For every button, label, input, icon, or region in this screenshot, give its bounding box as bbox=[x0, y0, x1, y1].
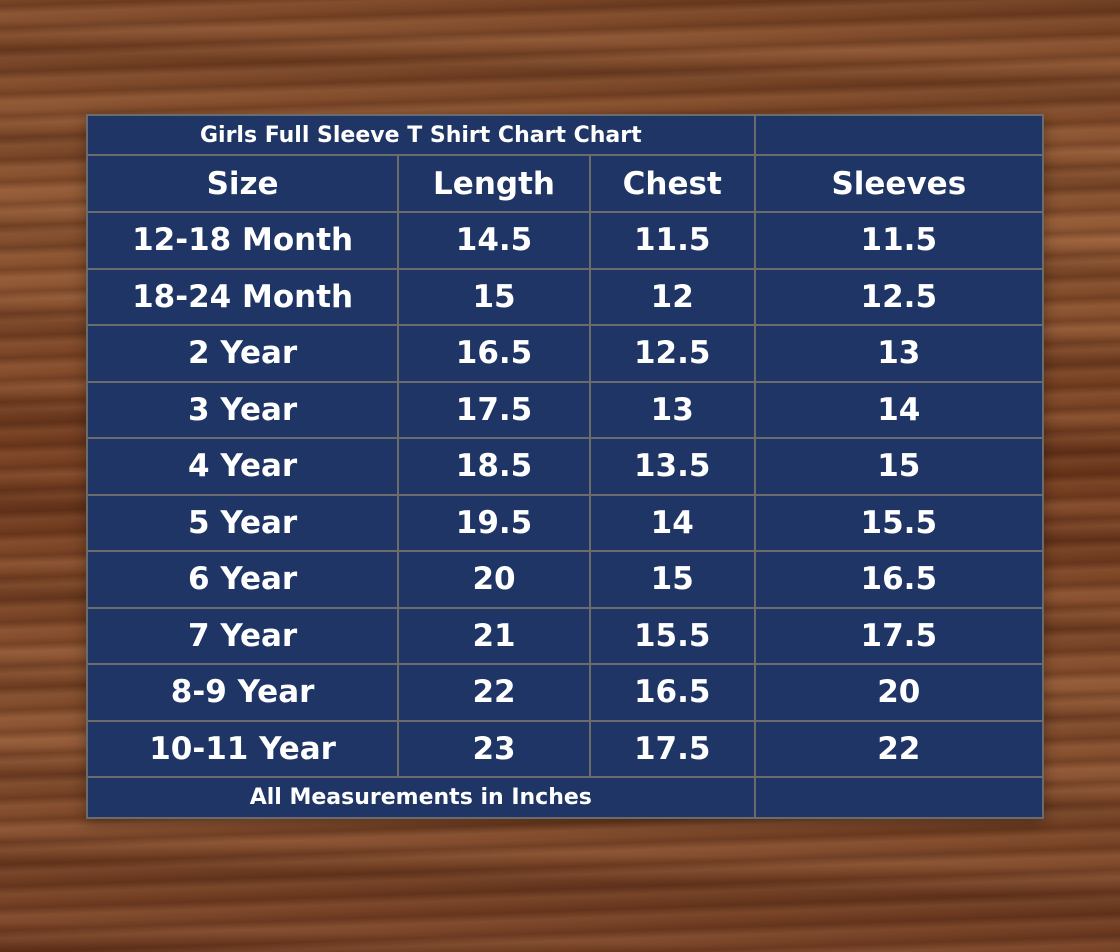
table-cell: 12.5 bbox=[753, 267, 1045, 326]
table-cell: 15.5 bbox=[588, 606, 756, 665]
footer-note: All Measurements in Inches bbox=[86, 776, 756, 819]
table-cell: 16.5 bbox=[397, 324, 591, 383]
table-cell: 13 bbox=[588, 380, 756, 439]
table-cell: 11.5 bbox=[588, 211, 756, 270]
table-cell: 15 bbox=[753, 437, 1045, 496]
table-cell: 20 bbox=[753, 663, 1045, 722]
table-cell: 12-18 Month bbox=[85, 211, 400, 270]
table-row: 2 Year 16.5 12.5 13 bbox=[85, 324, 1045, 383]
title-row: Girls Full Sleeve T Shirt Chart Chart bbox=[86, 114, 1045, 156]
table-cell: 15 bbox=[588, 550, 756, 609]
table-row: 6 Year 20 15 16.5 bbox=[85, 550, 1045, 609]
table-cell: 13 bbox=[753, 324, 1045, 383]
table-cell: 22 bbox=[397, 663, 591, 722]
column-header: Length bbox=[397, 154, 591, 213]
chart-title: Girls Full Sleeve T Shirt Chart Chart bbox=[86, 114, 756, 156]
table-cell: 5 Year bbox=[85, 493, 400, 552]
table-row: 3 Year 17.5 13 14 bbox=[85, 380, 1045, 439]
table-row: 8-9 Year 22 16.5 20 bbox=[85, 663, 1045, 722]
table-cell: 11.5 bbox=[753, 211, 1045, 270]
table-cell: 17.5 bbox=[753, 606, 1045, 665]
table-cell: 14.5 bbox=[397, 211, 591, 270]
table-cell: 2 Year bbox=[85, 324, 400, 383]
table-row: 10-11 Year 23 17.5 22 bbox=[85, 719, 1045, 778]
table-row: 5 Year 19.5 14 15.5 bbox=[85, 493, 1045, 552]
table-cell: 12.5 bbox=[588, 324, 756, 383]
table-cell: 16.5 bbox=[753, 550, 1045, 609]
size-chart-table: Girls Full Sleeve T Shirt Chart Chart Si… bbox=[85, 114, 1045, 819]
table-row: 12-18 Month 14.5 11.5 11.5 bbox=[85, 211, 1045, 270]
table-cell: 14 bbox=[588, 493, 756, 552]
table-cell: 7 Year bbox=[85, 606, 400, 665]
column-header: Chest bbox=[588, 154, 756, 213]
table-cell: 17.5 bbox=[588, 719, 756, 778]
table-cell: 4 Year bbox=[85, 437, 400, 496]
table-cell: 8-9 Year bbox=[85, 663, 400, 722]
table-cell: 3 Year bbox=[85, 380, 400, 439]
table-row: 18-24 Month 15 12 12.5 bbox=[85, 267, 1045, 326]
table-cell: 19.5 bbox=[397, 493, 591, 552]
table-cell: 18-24 Month bbox=[85, 267, 400, 326]
table-cell: 20 bbox=[397, 550, 591, 609]
empty-cell bbox=[753, 114, 1045, 156]
table-cell: 6 Year bbox=[85, 550, 400, 609]
table-cell: 15.5 bbox=[753, 493, 1045, 552]
table-cell: 12 bbox=[588, 267, 756, 326]
empty-cell bbox=[753, 776, 1045, 819]
table-cell: 10-11 Year bbox=[85, 719, 400, 778]
table-cell: 23 bbox=[397, 719, 591, 778]
table-row: 7 Year 21 15.5 17.5 bbox=[85, 606, 1045, 665]
table-cell: 16.5 bbox=[588, 663, 756, 722]
table-cell: 14 bbox=[753, 380, 1045, 439]
table-cell: 17.5 bbox=[397, 380, 591, 439]
table-cell: 13.5 bbox=[588, 437, 756, 496]
table-cell: 21 bbox=[397, 606, 591, 665]
header-row: Size Length Chest Sleeves bbox=[85, 154, 1045, 213]
table-cell: 18.5 bbox=[397, 437, 591, 496]
table-cell: 22 bbox=[753, 719, 1045, 778]
footer-row: All Measurements in Inches bbox=[86, 776, 1045, 819]
column-header: Size bbox=[85, 154, 400, 213]
table-cell: 15 bbox=[397, 267, 591, 326]
column-header: Sleeves bbox=[753, 154, 1045, 213]
table-row: 4 Year 18.5 13.5 15 bbox=[85, 437, 1045, 496]
